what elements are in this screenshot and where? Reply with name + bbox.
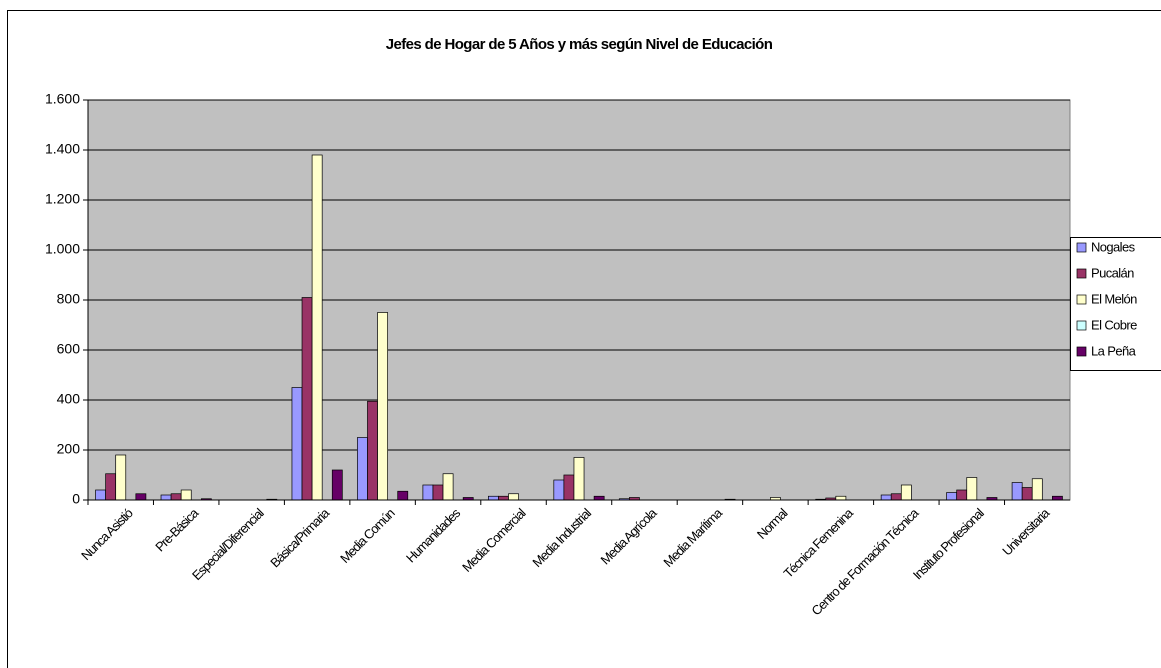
legend-swatch [1076,320,1087,331]
y-tick-label: 400 [57,391,81,407]
y-tick-label: 1.400 [45,141,80,157]
legend-label: Pucalán [1091,265,1134,280]
bar [301,297,313,501]
legend-label: La Peña [1091,343,1137,358]
bar [432,484,444,501]
y-tick-label: 800 [57,291,81,307]
bar [956,489,968,501]
bar [835,495,847,501]
bar [367,400,378,501]
bar [1052,495,1063,501]
bar [377,312,388,501]
bar [573,457,585,501]
bar [170,493,182,501]
bar [946,492,958,501]
bar [1031,478,1043,501]
bar [331,469,343,501]
y-tick-label: 1.000 [45,241,80,257]
bar [442,473,454,501]
bar [880,494,892,501]
y-tick-label: 600 [57,341,81,357]
legend-swatch [1076,268,1087,279]
legend: Nogales Pucalán El Melón El Cobre La Peña [1070,237,1161,371]
bar [563,474,575,501]
bar [357,437,368,501]
y-tick-label: 1.200 [45,191,80,207]
bar [966,477,978,501]
legend-swatch [1076,294,1087,305]
legend-label: Nogales [1091,239,1136,254]
y-tick-label: 200 [57,441,81,457]
legend-swatch [1076,242,1087,253]
bar [311,154,323,501]
bar [422,484,434,501]
bar [900,484,912,501]
bar [1021,487,1033,501]
bar [105,473,117,501]
bar [488,495,499,501]
bar [135,493,147,501]
legend-label: El Cobre [1091,317,1137,332]
legend-label: El Melón [1091,291,1137,306]
bar [95,489,106,501]
bar [553,479,565,501]
bar [397,490,409,501]
bar [593,495,605,501]
bar [1011,482,1023,501]
chart-title: Jefes de Hogar de 5 Años y más según Niv… [386,36,773,53]
bar [180,489,192,501]
bar [890,493,902,501]
bar [508,493,519,501]
legend-swatch [1076,346,1087,357]
bar [115,454,127,501]
bar [498,495,509,501]
y-tick-label: 1.600 [45,91,80,107]
y-tick-label: 0 [72,491,80,507]
bar [160,494,172,501]
bar [291,387,303,501]
